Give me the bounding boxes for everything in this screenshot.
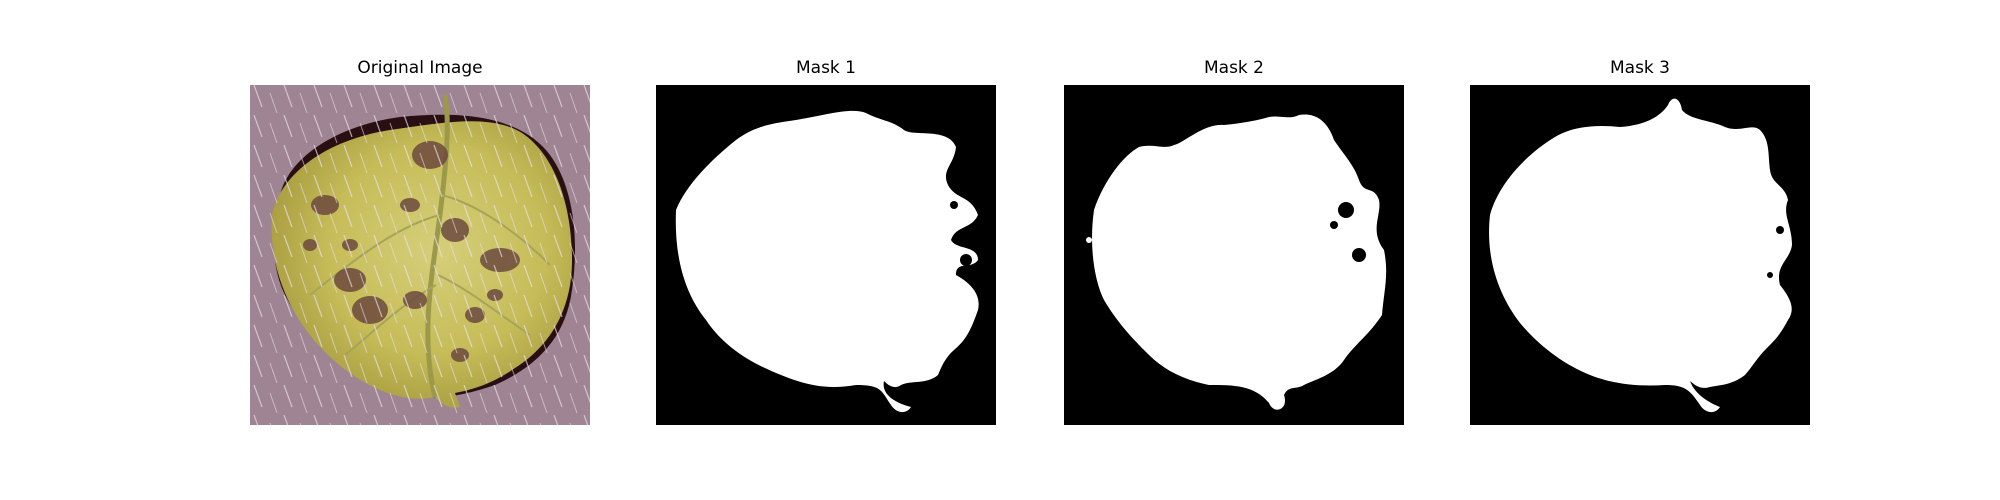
- mask-3-image: [1470, 85, 1810, 425]
- panel-title: Original Image: [357, 58, 483, 78]
- panel-title: Mask 2: [1203, 58, 1264, 78]
- panel-title: Mask 3: [1609, 58, 1670, 78]
- mask-1-image: [656, 85, 996, 425]
- panel-title: Mask 1: [795, 58, 856, 78]
- panel-original-image: Original Image: [250, 50, 590, 425]
- panel-mask-2: Mask 2: [1064, 50, 1404, 425]
- panel-mask-3: Mask 3: [1470, 50, 1810, 425]
- panel-mask-1: Mask 1: [656, 50, 996, 425]
- original-leaf-image: [250, 85, 590, 425]
- mask-2-image: [1064, 85, 1404, 425]
